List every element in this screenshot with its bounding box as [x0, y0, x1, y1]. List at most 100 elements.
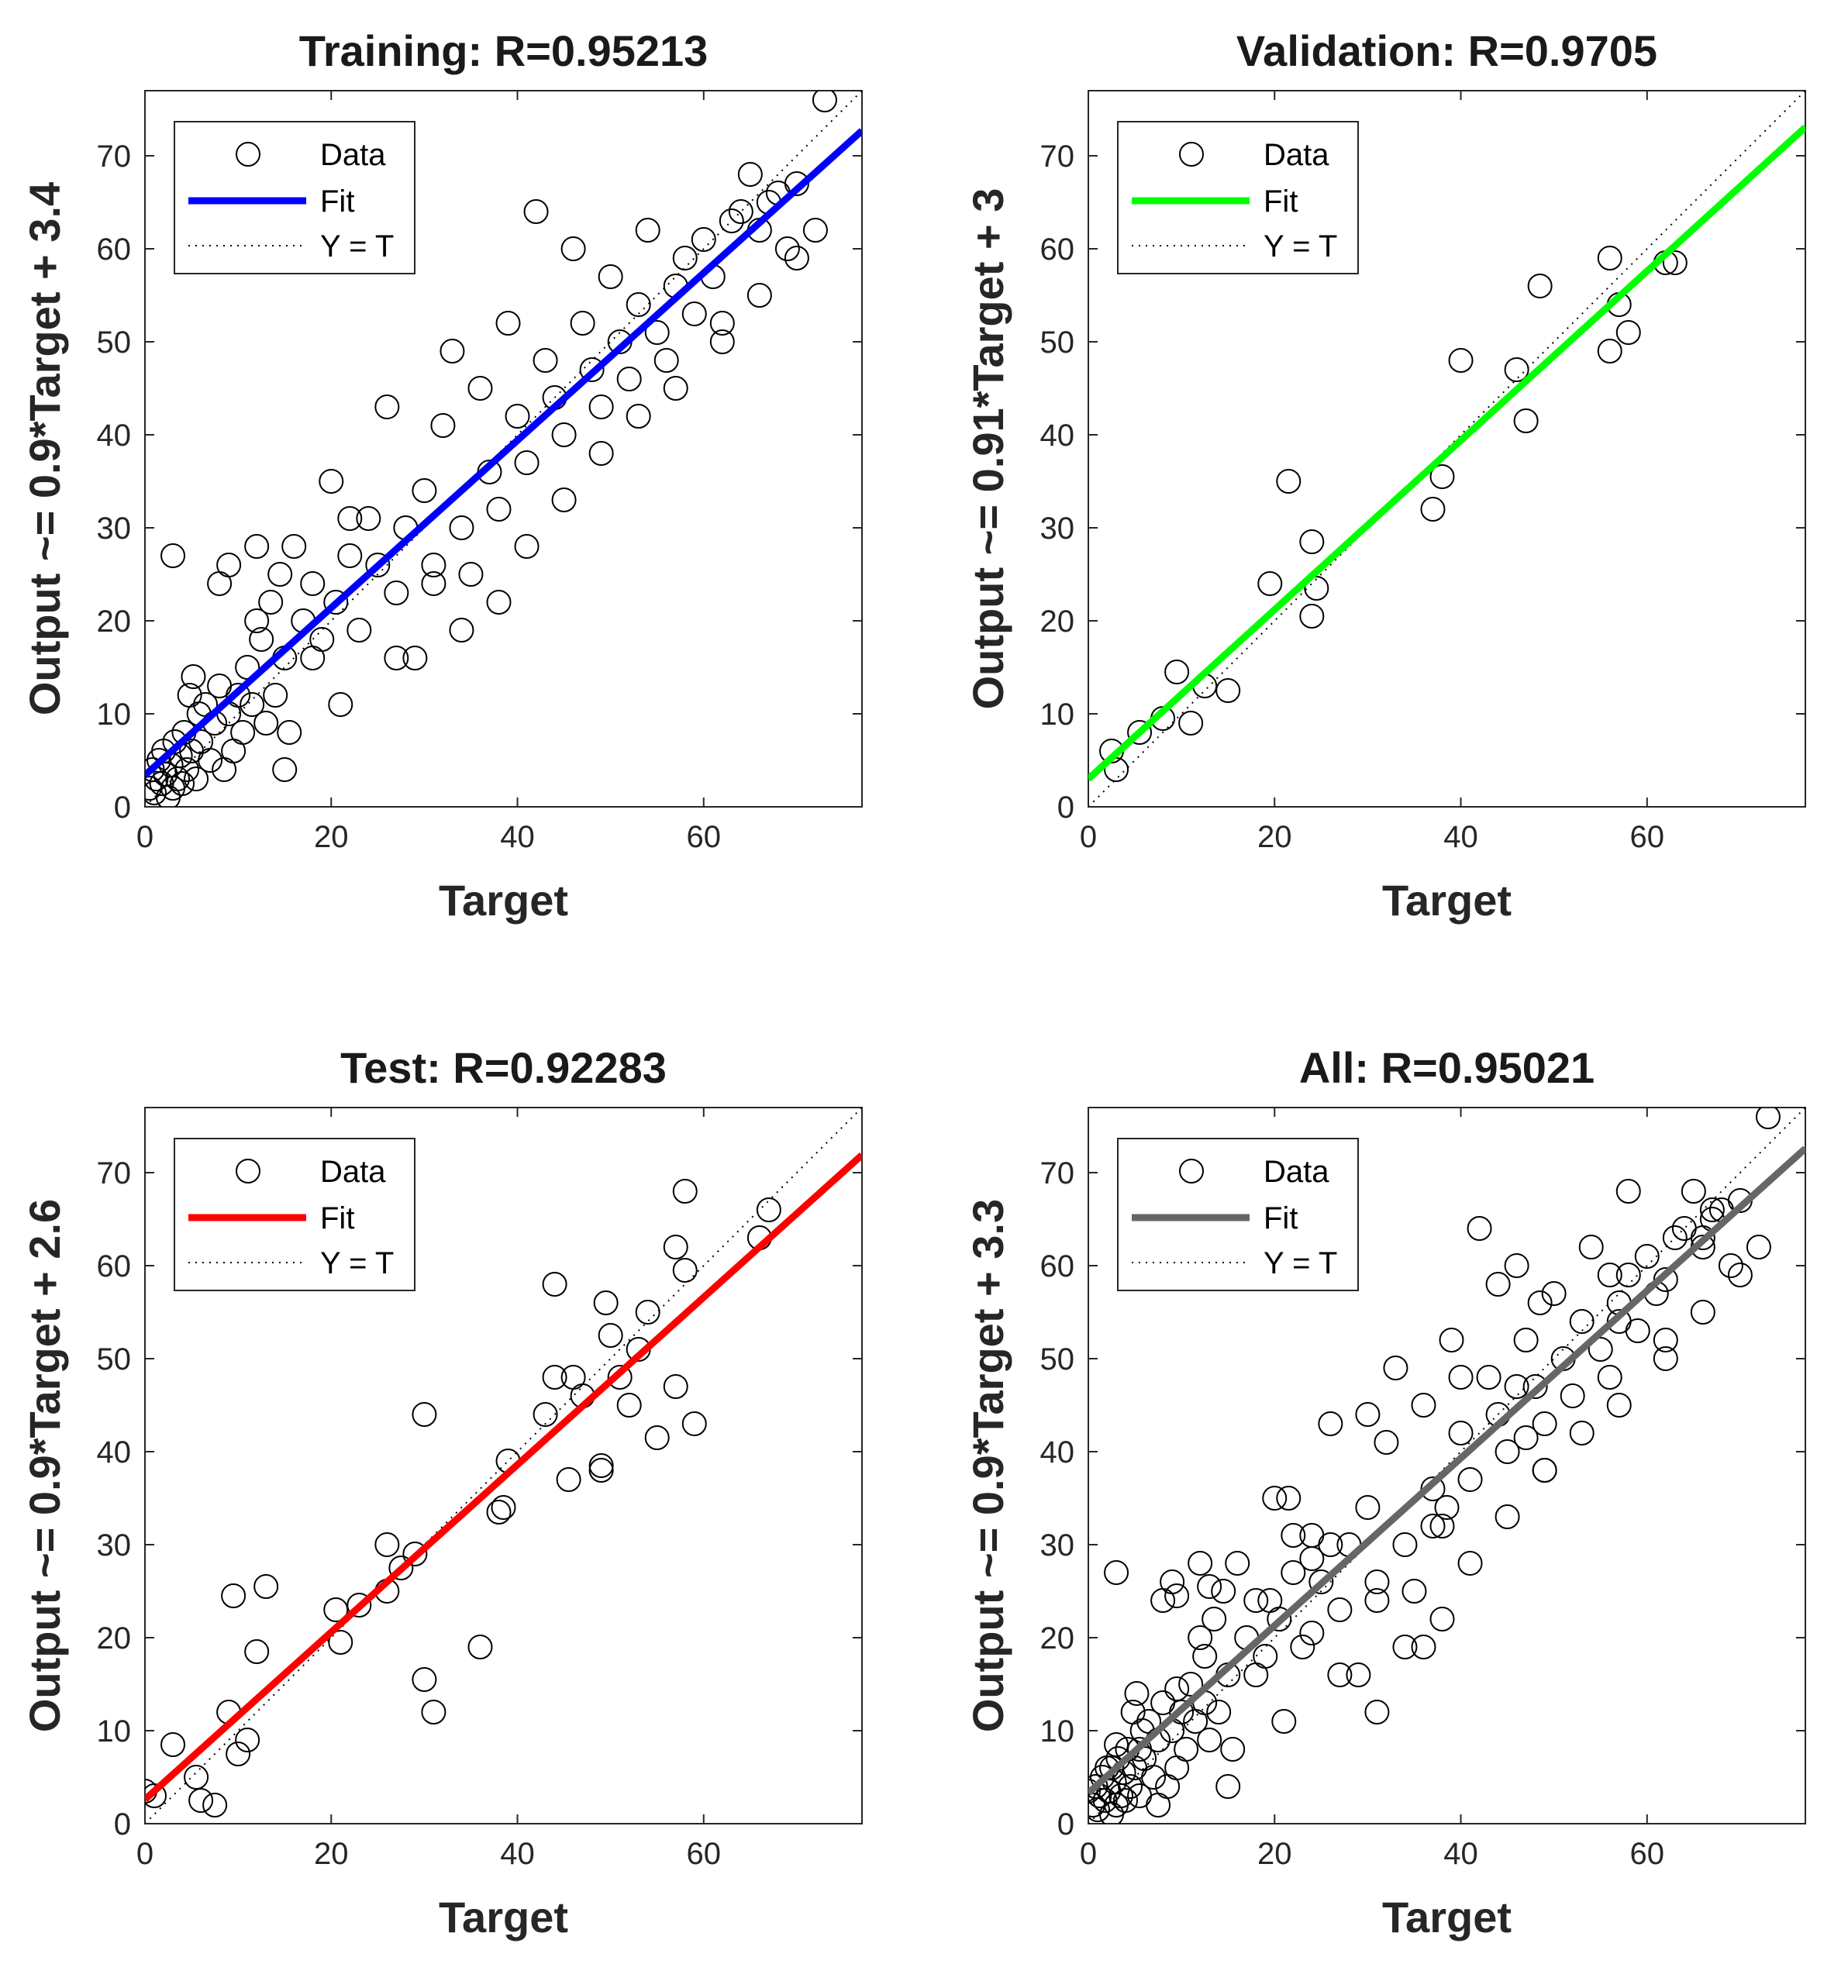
- data-point: [1532, 1458, 1557, 1483]
- data-point: [1560, 1383, 1585, 1408]
- data-point: [198, 748, 223, 773]
- data-point: [774, 236, 800, 261]
- data-point: [1281, 1523, 1306, 1548]
- data-point: [174, 757, 200, 782]
- data-point: [1243, 1588, 1269, 1613]
- data-point: [1299, 529, 1325, 554]
- data-point: [1215, 1774, 1241, 1799]
- data-point: [1532, 1411, 1557, 1436]
- data-point: [1615, 320, 1641, 345]
- data-point: [533, 1402, 558, 1427]
- y-tick-label: 70: [97, 1156, 132, 1190]
- data-point: [626, 292, 651, 317]
- data-point: [691, 227, 716, 252]
- data-point: [588, 394, 614, 419]
- data-point: [1485, 1272, 1511, 1297]
- data-point: [323, 1597, 349, 1622]
- y-tick-label: 60: [1040, 233, 1075, 267]
- data-point: [226, 1742, 251, 1766]
- data-point: [1606, 1309, 1632, 1334]
- data-point: [1290, 1635, 1315, 1659]
- data-point: [1257, 571, 1283, 596]
- data-point: [1146, 1793, 1171, 1817]
- data-point: [1211, 1579, 1236, 1604]
- data-point: [784, 171, 809, 196]
- data-point: [1281, 1560, 1306, 1585]
- data-point: [663, 1235, 688, 1259]
- x-tick-label: 60: [687, 820, 722, 854]
- x-tick-label: 40: [1443, 820, 1478, 854]
- y-tick-label: 50: [1040, 326, 1075, 360]
- data-point: [1457, 1551, 1483, 1576]
- data-point: [235, 1728, 260, 1752]
- data-point: [1597, 1365, 1622, 1390]
- x-tick-label: 20: [1257, 1837, 1292, 1871]
- data-point: [328, 692, 353, 717]
- x-axis-label: Target: [439, 1893, 568, 1941]
- x-axis-label: Target: [1382, 876, 1512, 925]
- data-point: [1504, 1253, 1529, 1278]
- y-tick-label: 20: [97, 605, 132, 639]
- data-point: [1202, 1607, 1227, 1631]
- data-point: [663, 1374, 688, 1399]
- y-tick-label: 20: [1040, 605, 1075, 639]
- data-point: [1504, 357, 1529, 382]
- data-point: [145, 1783, 167, 1808]
- legend-label-3: Y = T: [1264, 229, 1337, 264]
- data-point: [1327, 1662, 1353, 1687]
- data-point: [1495, 1504, 1520, 1529]
- data-point: [1364, 1588, 1390, 1613]
- data-point: [184, 1765, 209, 1790]
- data-point: [1615, 1263, 1641, 1287]
- data-point: [412, 1667, 437, 1692]
- data-point: [1569, 1309, 1595, 1334]
- legend-label-2: Fit: [1264, 184, 1298, 219]
- data-point: [216, 553, 242, 577]
- y-tick-label: 60: [97, 1249, 132, 1283]
- y-axis-label: Output ~= 0.9*Target + 3.3: [964, 1199, 1012, 1732]
- data-point: [784, 246, 809, 270]
- data-point: [672, 1179, 698, 1204]
- data-point: [184, 767, 209, 791]
- data-point: [421, 1700, 446, 1724]
- identity-line: [145, 1108, 862, 1824]
- data-point: [607, 1365, 633, 1390]
- identity-line: [1088, 91, 1805, 807]
- data-point: [384, 646, 409, 670]
- data-point: [514, 534, 540, 559]
- chart-title: Validation: R=0.9705: [1236, 26, 1657, 75]
- data-point: [160, 1732, 186, 1757]
- data-point: [1192, 1644, 1218, 1669]
- data-point: [495, 311, 521, 336]
- data-point: [421, 553, 446, 577]
- data-point: [365, 553, 391, 577]
- data-point: [1681, 1179, 1706, 1204]
- data-point: [1276, 1486, 1302, 1511]
- data-point: [635, 1300, 660, 1325]
- x-tick-label: 20: [314, 1837, 349, 1871]
- data-point: [672, 1258, 698, 1283]
- data-point: [1755, 1108, 1781, 1129]
- y-tick-label: 40: [1040, 1435, 1075, 1469]
- identity-line: [1088, 1108, 1805, 1824]
- data-point: [1420, 1476, 1446, 1501]
- y-tick-label: 20: [97, 1621, 132, 1656]
- data-point: [644, 320, 670, 345]
- data-point: [709, 329, 735, 354]
- data-point: [258, 590, 284, 615]
- data-point: [681, 1411, 707, 1436]
- data-point: [728, 199, 753, 224]
- plot-area: [145, 1108, 862, 1824]
- data-point: [1392, 1532, 1418, 1557]
- data-point: [221, 1583, 247, 1608]
- data-point: [1392, 1635, 1418, 1659]
- data-point: [812, 91, 837, 112]
- data-point: [449, 515, 474, 540]
- y-tick-label: 10: [1040, 1714, 1075, 1749]
- data-point: [1127, 1737, 1153, 1762]
- data-point: [523, 199, 549, 224]
- data-point: [226, 683, 251, 708]
- data-point: [1411, 1635, 1436, 1659]
- data-point: [1099, 1755, 1125, 1780]
- fit-line: [145, 128, 862, 778]
